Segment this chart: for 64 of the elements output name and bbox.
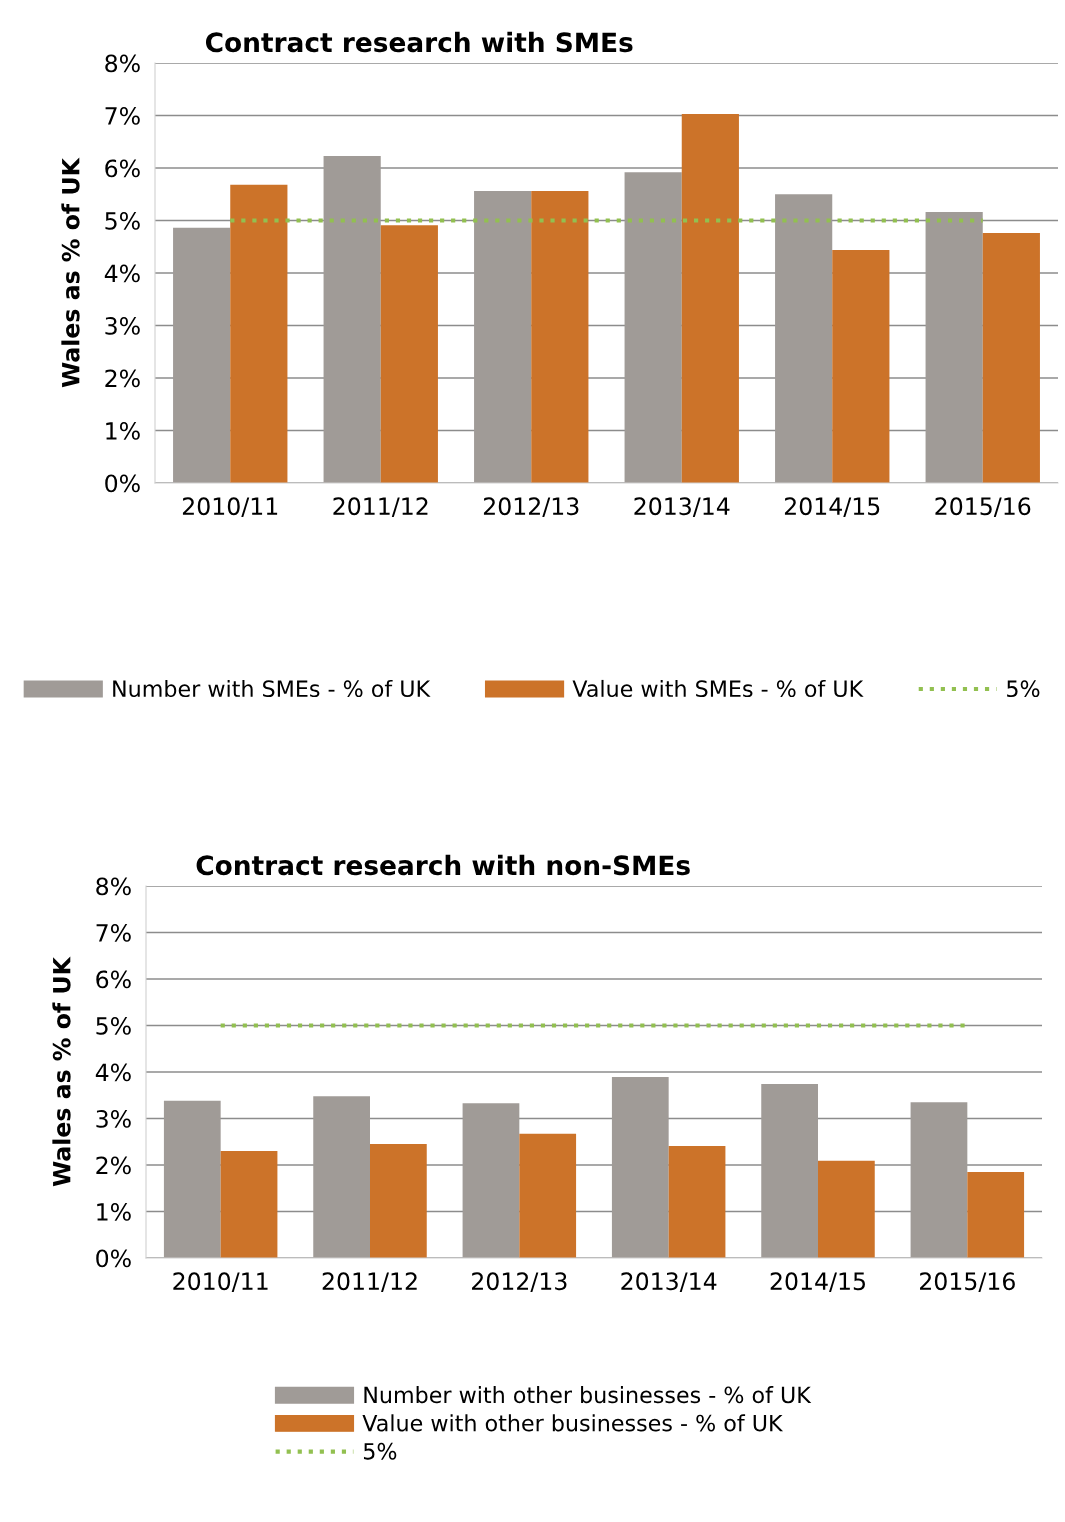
- y-tick-label: 3%: [96, 1109, 131, 1128]
- y-tick-label: 1%: [97, 1202, 131, 1221]
- legend-label: Number with SMEs - % of UK: [113, 679, 431, 698]
- bar: [173, 227, 231, 483]
- y-tick-label: 7%: [105, 106, 140, 125]
- bar: [313, 1096, 370, 1258]
- y-tick-label: 4%: [104, 264, 140, 283]
- y-tick-label: 3%: [105, 316, 140, 335]
- bar: [370, 1144, 427, 1258]
- x-tick-label: 2015/16: [920, 1272, 1015, 1293]
- y-tick-label: 4%: [95, 1063, 131, 1082]
- y-tick-label: 5%: [105, 211, 140, 230]
- x-tick-label: 2013/14: [621, 1272, 717, 1293]
- x-tick-label: 2010/11: [182, 497, 278, 518]
- y-axis-title: Wales as % of UK: [61, 157, 80, 388]
- bar: [462, 1103, 520, 1258]
- y-tick-label: 5%: [96, 1016, 131, 1035]
- bar: [474, 191, 532, 483]
- bar: [519, 1133, 577, 1258]
- x-tick-label: 2013/14: [634, 497, 730, 518]
- bar: [761, 1084, 818, 1258]
- y-tick-label: 1%: [106, 421, 140, 440]
- bar: [163, 1100, 221, 1258]
- bar: [910, 1102, 968, 1258]
- bar: [982, 233, 1040, 483]
- bar: [775, 194, 833, 483]
- y-tick-label: 6%: [105, 159, 140, 178]
- bar: [624, 172, 682, 483]
- x-tick-label: 2011/12: [333, 497, 428, 518]
- bar: [323, 155, 381, 483]
- y-tick-label: 2%: [105, 369, 140, 388]
- legend-label: Value with other businesses - % of UK: [362, 1414, 784, 1432]
- legend-label: Value with SMEs - % of UK: [572, 679, 864, 698]
- chart-title: Contract research with SMEs: [205, 31, 633, 53]
- y-tick-label: 8%: [105, 54, 140, 73]
- bar: [925, 212, 983, 483]
- y-tick-label: 2%: [96, 1156, 131, 1175]
- y-tick-label: 0%: [96, 1249, 131, 1268]
- x-tick-label: 2011/12: [322, 1272, 417, 1293]
- legend-label: 5%: [1007, 680, 1040, 698]
- bar: [818, 1160, 875, 1258]
- bar: [380, 225, 438, 483]
- bar: [220, 1151, 278, 1258]
- y-axis-title: Wales as % of UK: [52, 956, 71, 1187]
- y-tick-label: 0%: [105, 474, 140, 493]
- y-tick-label: 6%: [96, 970, 131, 989]
- x-tick-label: 2015/16: [935, 497, 1031, 518]
- bar: [611, 1077, 669, 1258]
- bar: [967, 1171, 1025, 1258]
- x-tick-label: 2012/13: [472, 1272, 567, 1293]
- bar: [681, 113, 739, 483]
- bar: [531, 191, 589, 483]
- x-tick-label: 2010/11: [173, 1272, 268, 1293]
- y-tick-label: 7%: [96, 923, 131, 942]
- chart-title: Contract research with non-SMEs: [196, 854, 690, 876]
- y-tick-label: 8%: [96, 877, 131, 896]
- legend-label: 5%: [363, 1442, 397, 1460]
- x-tick-label: 2014/15: [770, 1272, 865, 1293]
- legend-label: Number with other businesses - % of UK: [364, 1386, 812, 1404]
- bar: [668, 1145, 726, 1258]
- x-tick-label: 2012/13: [483, 497, 579, 518]
- x-tick-label: 2014/15: [784, 497, 880, 518]
- bar: [230, 184, 288, 483]
- bar: [832, 249, 890, 483]
